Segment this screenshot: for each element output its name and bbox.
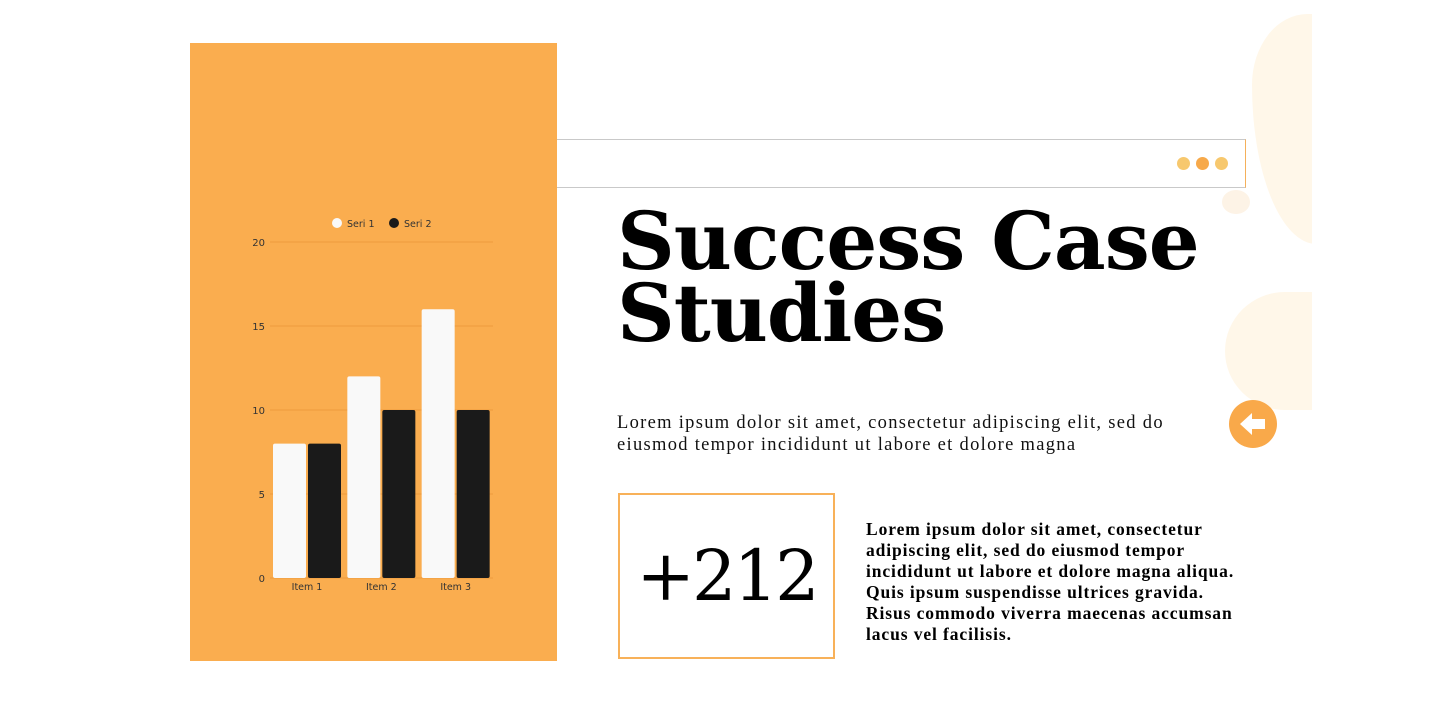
right-margin [1312,0,1440,720]
back-button[interactable] [1229,400,1277,448]
dot [1215,157,1228,170]
bar-seri-1 [347,376,381,578]
stat-box: +212 [618,493,835,659]
y-tick-label: 5 [259,490,265,501]
bar-seri-1 [273,443,306,578]
y-tick-label: 20 [252,238,265,249]
top-bar [557,139,1246,188]
dot [1177,157,1190,170]
stat-value: +212 [636,535,819,617]
subtitle: Lorem ipsum dolor sit amet, consectetur … [617,413,1164,455]
x-tick-label: Item 2 [366,582,397,593]
bar-chart: 0 5 10 15 20 Item 1 Item 2 Item 3 Seri 1 Seri 2 [252,218,493,593]
decorative-dot [1222,190,1250,214]
legend-label: Seri 1 [347,219,374,230]
bar-seri-1 [421,309,455,578]
bar-seri-2 [456,410,490,578]
dot [1196,157,1209,170]
arrow-left-icon [1240,413,1265,435]
bar-seri-2 [382,410,416,578]
bar-seri-2 [308,443,341,578]
legend-marker [332,218,342,228]
y-tick-label: 0 [259,574,265,585]
y-tick-label: 10 [252,406,265,417]
y-tick-label: 15 [252,322,265,333]
legend-marker [389,218,399,228]
legend-label: Seri 2 [404,219,431,230]
body-text: Lorem ipsum dolor sit amet, consectetur … [866,519,1235,644]
x-tick-label: Item 1 [292,582,323,593]
page-title: Success Case Studies [617,194,1200,360]
x-tick-label: Item 3 [440,582,471,593]
chart-panel: 0 5 10 15 20 Item 1 Item 2 Item 3 Seri 1 Seri 2 [190,43,557,661]
